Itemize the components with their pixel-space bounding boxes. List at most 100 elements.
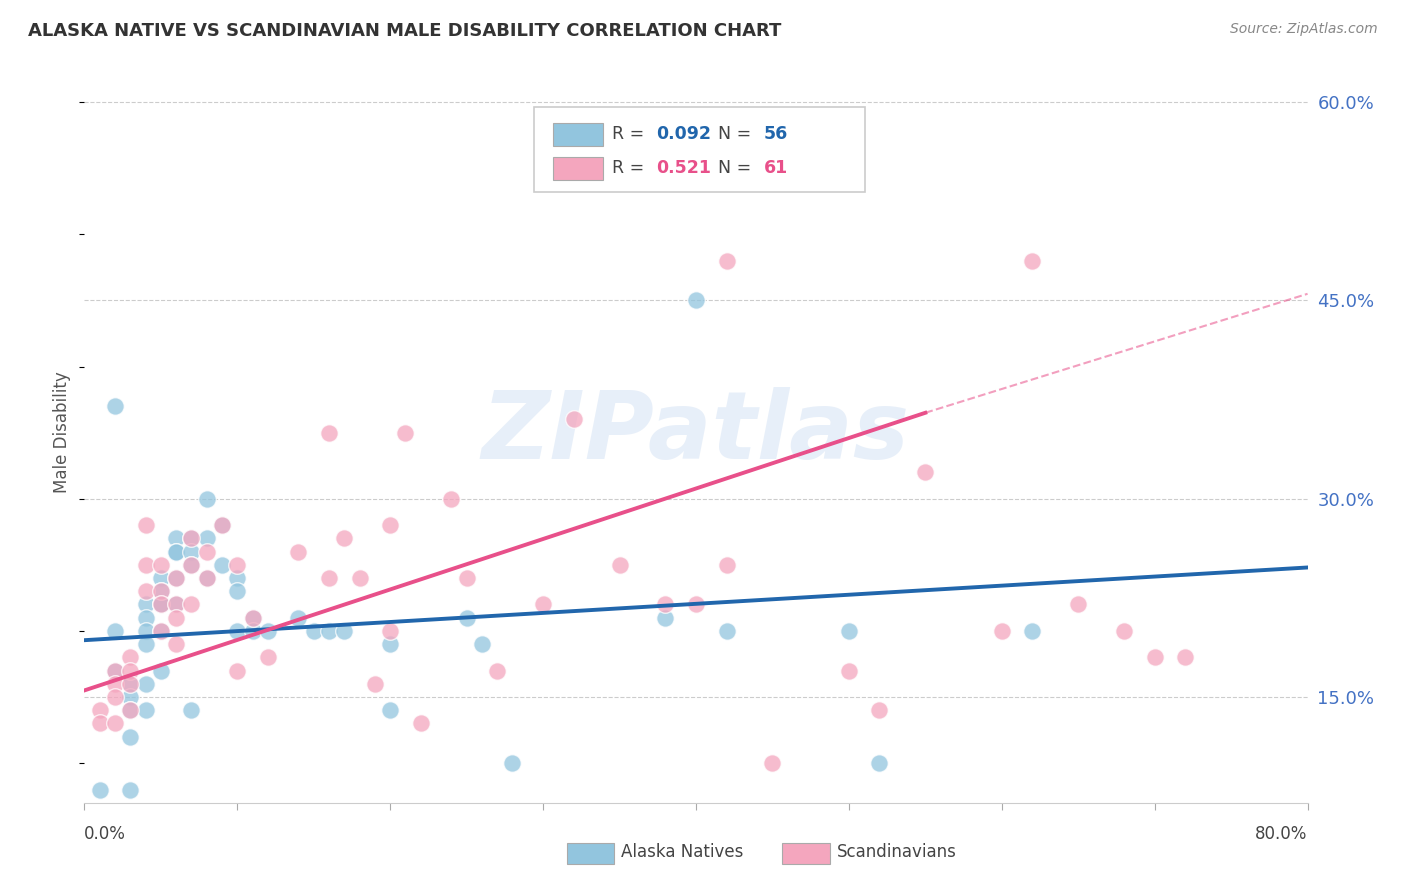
Point [242, 611, 264, 625]
Point [149, 624, 172, 638]
Point [333, 532, 356, 546]
Point [609, 558, 631, 572]
Point [149, 598, 172, 612]
Point [135, 584, 157, 599]
Point [869, 756, 891, 771]
Point [149, 598, 172, 612]
Point [471, 637, 494, 651]
Point [180, 703, 202, 717]
Point [409, 716, 432, 731]
Point [135, 611, 157, 625]
Point [165, 571, 187, 585]
Point [380, 624, 402, 638]
Point [89, 703, 111, 717]
Point [562, 412, 585, 426]
Point [165, 544, 187, 558]
Point [180, 532, 202, 546]
Point [716, 558, 738, 572]
Point [456, 571, 478, 585]
Point [226, 558, 249, 572]
Text: 0.092: 0.092 [657, 125, 711, 143]
Point [120, 730, 142, 744]
Point [120, 703, 142, 717]
Text: 56: 56 [763, 125, 787, 143]
Text: 80.0%: 80.0% [1256, 825, 1308, 843]
Point [349, 571, 371, 585]
Point [104, 690, 127, 704]
Point [180, 544, 202, 558]
Text: 61: 61 [763, 159, 787, 177]
Point [991, 624, 1014, 638]
Point [502, 756, 524, 771]
Point [654, 611, 676, 625]
Point [165, 598, 187, 612]
Point [120, 782, 142, 797]
Text: N =: N = [707, 159, 756, 177]
Point [120, 677, 142, 691]
Point [180, 598, 202, 612]
Point [318, 624, 340, 638]
Text: Scandinavians: Scandinavians [837, 843, 956, 861]
Point [685, 598, 707, 612]
Point [226, 584, 249, 599]
Point [135, 677, 157, 691]
Point [380, 637, 402, 651]
Point [180, 558, 202, 572]
Point [318, 571, 340, 585]
Text: R =: R = [612, 125, 650, 143]
Point [380, 518, 402, 533]
Point [716, 253, 738, 268]
Point [486, 664, 509, 678]
Text: N =: N = [707, 125, 756, 143]
Point [364, 677, 387, 691]
Point [149, 571, 172, 585]
Text: 0.521: 0.521 [657, 159, 711, 177]
Point [149, 598, 172, 612]
Point [195, 532, 218, 546]
Point [440, 491, 463, 506]
Point [1021, 253, 1043, 268]
Point [104, 624, 127, 638]
Point [394, 425, 416, 440]
Point [318, 425, 340, 440]
Point [135, 598, 157, 612]
Point [1114, 624, 1136, 638]
Text: ZIPatlas: ZIPatlas [482, 386, 910, 479]
Point [120, 703, 142, 717]
Point [195, 571, 218, 585]
Point [242, 624, 264, 638]
Point [914, 465, 936, 479]
Point [149, 624, 172, 638]
Point [380, 703, 402, 717]
Point [180, 558, 202, 572]
Point [838, 624, 860, 638]
Point [104, 716, 127, 731]
Point [287, 544, 309, 558]
Text: R =: R = [612, 159, 650, 177]
Point [104, 664, 127, 678]
Point [104, 399, 127, 413]
Point [195, 491, 218, 506]
Point [120, 690, 142, 704]
Point [149, 584, 172, 599]
Point [120, 664, 142, 678]
Point [89, 782, 111, 797]
Point [226, 664, 249, 678]
Point [287, 611, 309, 625]
Point [456, 611, 478, 625]
Point [1067, 598, 1090, 612]
Point [180, 532, 202, 546]
Point [165, 532, 187, 546]
Text: Source: ZipAtlas.com: Source: ZipAtlas.com [1230, 22, 1378, 37]
Point [149, 558, 172, 572]
Point [165, 637, 187, 651]
Text: Alaska Natives: Alaska Natives [621, 843, 744, 861]
Point [165, 571, 187, 585]
Text: ALASKA NATIVE VS SCANDINAVIAN MALE DISABILITY CORRELATION CHART: ALASKA NATIVE VS SCANDINAVIAN MALE DISAB… [28, 22, 782, 40]
Point [302, 624, 325, 638]
Point [165, 611, 187, 625]
Point [165, 544, 187, 558]
Point [104, 677, 127, 691]
Point [211, 558, 233, 572]
Point [685, 293, 707, 308]
